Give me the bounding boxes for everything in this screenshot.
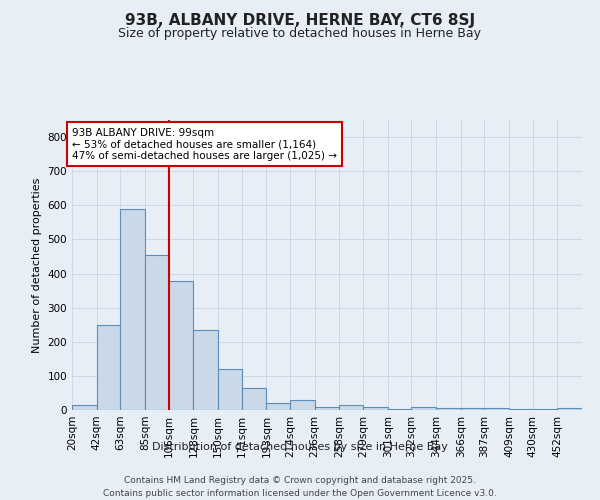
Bar — [290, 400, 314, 410]
Bar — [557, 408, 582, 410]
Bar — [169, 281, 193, 410]
Text: Distribution of detached houses by size in Herne Bay: Distribution of detached houses by size … — [152, 442, 448, 452]
Bar — [218, 369, 242, 410]
Bar — [72, 405, 97, 410]
Text: Contains HM Land Registry data © Crown copyright and database right 2025.
Contai: Contains HM Land Registry data © Crown c… — [103, 476, 497, 498]
Text: 93B, ALBANY DRIVE, HERNE BAY, CT6 8SJ: 93B, ALBANY DRIVE, HERNE BAY, CT6 8SJ — [125, 12, 475, 28]
Bar — [363, 406, 388, 410]
Bar — [340, 405, 363, 410]
Bar — [97, 324, 121, 410]
Bar — [436, 408, 461, 410]
Bar — [145, 255, 169, 410]
Bar — [121, 208, 145, 410]
Bar — [388, 409, 411, 410]
Bar — [193, 330, 218, 410]
Bar — [461, 408, 484, 410]
Text: 93B ALBANY DRIVE: 99sqm
← 53% of detached houses are smaller (1,164)
47% of semi: 93B ALBANY DRIVE: 99sqm ← 53% of detache… — [72, 128, 337, 160]
Y-axis label: Number of detached properties: Number of detached properties — [32, 178, 42, 352]
Bar — [242, 388, 266, 410]
Bar — [314, 406, 340, 410]
Bar — [266, 403, 290, 410]
Bar — [533, 409, 557, 410]
Text: Size of property relative to detached houses in Herne Bay: Size of property relative to detached ho… — [119, 28, 482, 40]
Bar — [484, 408, 509, 410]
Bar — [509, 409, 533, 410]
Bar — [411, 406, 436, 410]
